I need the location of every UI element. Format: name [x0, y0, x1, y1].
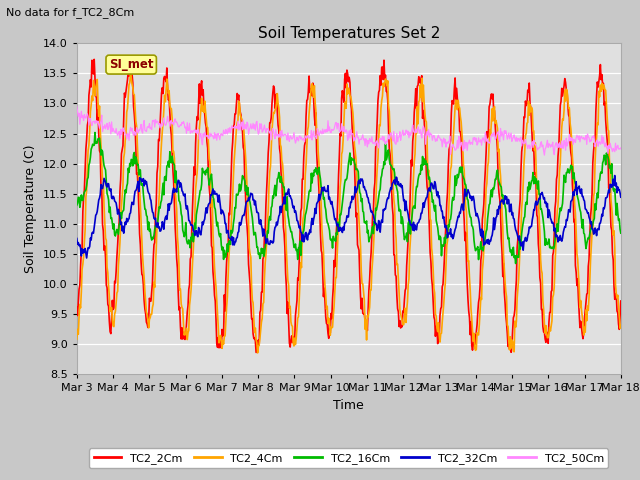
Line: TC2_2Cm: TC2_2Cm	[77, 58, 621, 352]
TC2_16Cm	[140, 192, 147, 197]
TC2_50Cm	[541, 152, 548, 158]
TC2_32Cm	[617, 194, 625, 200]
TC2_32Cm	[611, 173, 619, 179]
Line: TC2_50Cm: TC2_50Cm	[77, 107, 621, 155]
TC2_50Cm	[194, 128, 202, 134]
TC2_32Cm	[416, 216, 424, 222]
TC2_4Cm	[617, 323, 625, 328]
Line: TC2_4Cm: TC2_4Cm	[77, 74, 621, 353]
TC2_2Cm	[73, 304, 81, 310]
TC2_4Cm	[83, 188, 90, 193]
TC2_50Cm	[83, 113, 90, 119]
TC2_50Cm	[617, 145, 625, 151]
TC2_50Cm	[223, 129, 230, 135]
TC2_32Cm	[83, 255, 90, 261]
X-axis label: Time: Time	[333, 399, 364, 412]
TC2_16Cm	[617, 230, 625, 236]
TC2_2Cm	[617, 298, 625, 304]
TC2_16Cm	[416, 171, 424, 177]
TC2_4Cm	[254, 350, 262, 356]
TC2_2Cm	[417, 80, 424, 86]
Text: SI_met: SI_met	[109, 58, 154, 71]
TC2_50Cm	[73, 104, 81, 109]
Y-axis label: Soil Temperature (C): Soil Temperature (C)	[24, 144, 38, 273]
TC2_50Cm	[431, 135, 438, 141]
TC2_32Cm	[223, 228, 231, 233]
TC2_16Cm	[73, 202, 81, 208]
TC2_32Cm	[431, 181, 439, 187]
TC2_16Cm	[431, 203, 439, 208]
TC2_2Cm	[195, 98, 202, 104]
TC2_16Cm	[91, 130, 99, 135]
TC2_2Cm	[223, 249, 231, 255]
TC2_4Cm	[417, 82, 424, 88]
Legend: TC2_2Cm, TC2_4Cm, TC2_16Cm, TC2_32Cm, TC2_50Cm: TC2_2Cm, TC2_4Cm, TC2_16Cm, TC2_32Cm, TC…	[89, 448, 609, 468]
Text: No data for f_TC2_8Cm: No data for f_TC2_8Cm	[6, 7, 134, 18]
TC2_32Cm	[84, 249, 92, 254]
TC2_2Cm	[83, 136, 90, 142]
TC2_4Cm	[73, 336, 81, 342]
Title: Soil Temperatures Set 2: Soil Temperatures Set 2	[258, 25, 440, 41]
TC2_4Cm	[433, 313, 440, 319]
TC2_4Cm	[127, 72, 134, 77]
TC2_16Cm	[195, 197, 202, 203]
TC2_2Cm	[126, 55, 134, 60]
Line: TC2_32Cm: TC2_32Cm	[77, 176, 621, 258]
TC2_4Cm	[195, 132, 202, 138]
TC2_32Cm	[73, 236, 81, 241]
TC2_16Cm	[223, 241, 231, 247]
TC2_4Cm	[140, 264, 147, 270]
TC2_32Cm	[140, 176, 147, 181]
TC2_2Cm	[140, 282, 147, 288]
TC2_16Cm	[83, 182, 90, 188]
TC2_32Cm	[195, 225, 202, 230]
TC2_2Cm	[252, 349, 260, 355]
TC2_4Cm	[223, 294, 231, 300]
TC2_50Cm	[415, 127, 422, 132]
Line: TC2_16Cm: TC2_16Cm	[77, 132, 621, 264]
TC2_2Cm	[433, 324, 440, 329]
TC2_16Cm	[512, 261, 520, 266]
TC2_50Cm	[139, 130, 147, 136]
